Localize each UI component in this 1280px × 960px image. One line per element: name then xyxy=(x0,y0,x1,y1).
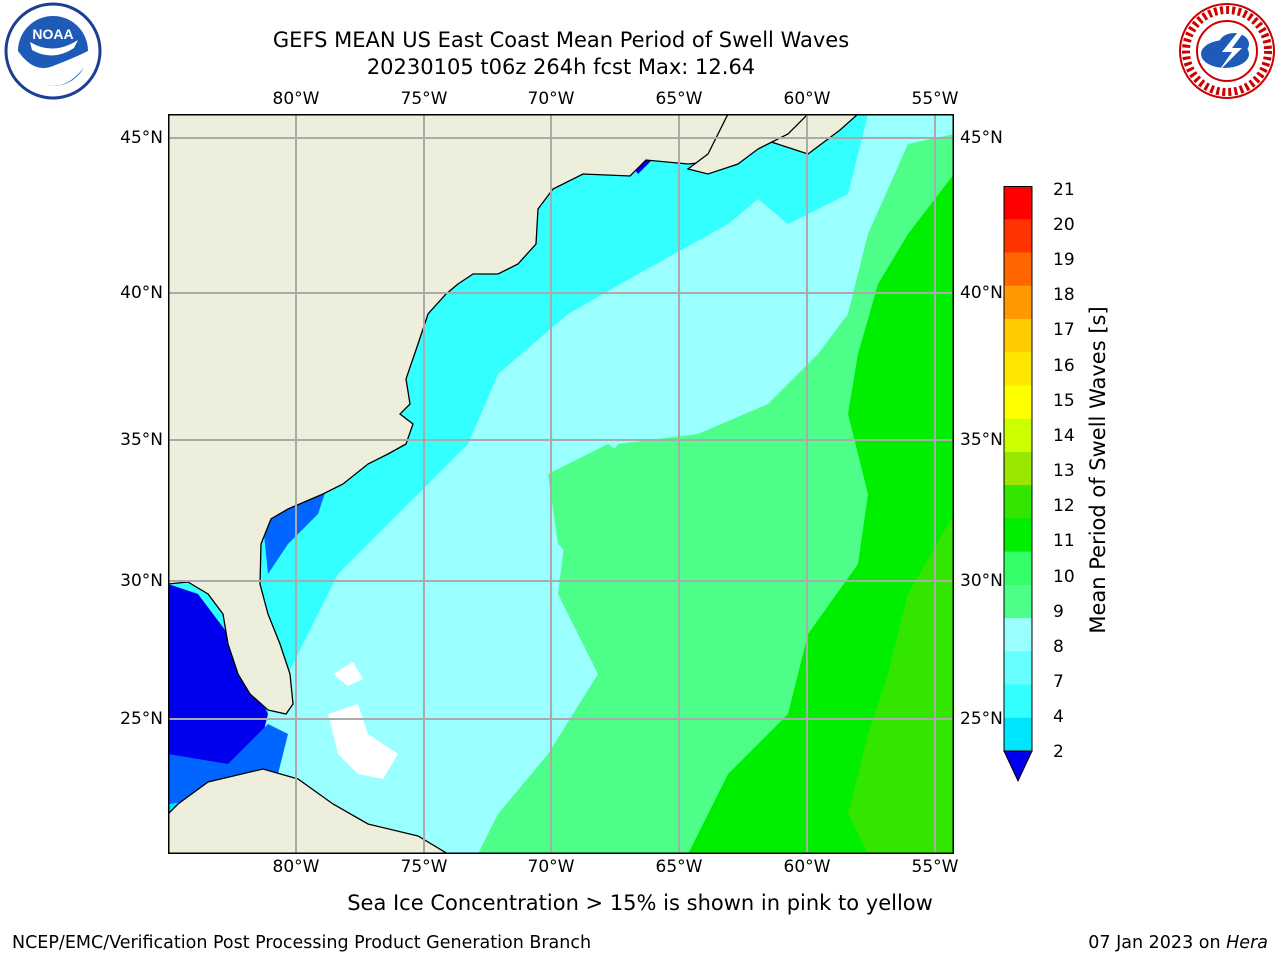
footer-date: 07 Jan 2023 on xyxy=(1088,933,1227,953)
lat-label-right: 40°N xyxy=(960,283,1003,303)
lat-label-left: 25°N xyxy=(120,709,163,729)
colorbar-band xyxy=(1004,252,1032,287)
cuba-land xyxy=(168,768,450,854)
colorbar-frame xyxy=(1003,186,1033,752)
lon-label-top: 55°W xyxy=(911,89,959,109)
colorbar-band xyxy=(1004,551,1032,586)
footer-right: 07 Jan 2023 on Hera xyxy=(1088,933,1268,953)
noaa-logo: NOAA xyxy=(2,2,104,100)
chart-subtitle: 20230105 t06z 264h fcst Max: 12.64 xyxy=(366,55,756,79)
lat-label-right: 30°N xyxy=(960,571,1003,591)
lat-label-left: 45°N xyxy=(120,128,163,148)
lat-label-left: 40°N xyxy=(120,283,163,303)
nws-logo xyxy=(1176,2,1278,100)
lat-label-right: 45°N xyxy=(960,128,1003,148)
sea-ice-note: Sea Ice Concentration > 15% is shown in … xyxy=(347,891,933,915)
lon-label-bottom: 55°W xyxy=(911,857,959,877)
bahamas xyxy=(328,704,398,779)
swell-period-map xyxy=(168,114,954,854)
lon-label-top: 80°W xyxy=(272,89,320,109)
colorbar-band xyxy=(1004,717,1032,752)
colorbar-band xyxy=(1004,285,1032,320)
colorbar-band xyxy=(1004,352,1032,386)
chart-title: GEFS MEAN US East Coast Mean Period of S… xyxy=(272,28,850,52)
lon-label-top: 70°W xyxy=(527,89,575,109)
colorbar-band xyxy=(1004,584,1032,619)
colorbar-band xyxy=(1004,485,1032,519)
colorbar-label: 10 xyxy=(1053,567,1075,587)
lon-label-top: 75°W xyxy=(400,89,448,109)
colorbar-label: 8 xyxy=(1053,637,1064,657)
colorbar-band xyxy=(1004,618,1032,652)
graticule xyxy=(168,114,954,854)
colorbar-label: 11 xyxy=(1053,531,1075,551)
colorbar-extend-arrow xyxy=(1003,750,1033,783)
colorbar-band xyxy=(1004,684,1032,719)
gulf xyxy=(168,584,268,784)
lon-label-bottom: 60°W xyxy=(783,857,831,877)
colorbar-label: 13 xyxy=(1053,461,1075,481)
colorbar-title: Mean Period of Swell Waves [s] xyxy=(1086,306,1110,634)
colorbar-label: 14 xyxy=(1053,426,1075,446)
lon-label-bottom: 70°W xyxy=(527,857,575,877)
colorbar-band xyxy=(1004,186,1032,220)
colorbar-band xyxy=(1004,418,1032,453)
colorbar-label: 18 xyxy=(1053,285,1075,305)
colorbar-label: 15 xyxy=(1053,391,1075,411)
colorbar-band xyxy=(1004,385,1032,420)
colorbar-label: 4 xyxy=(1053,707,1064,727)
colorbar-label: 16 xyxy=(1053,356,1075,376)
colorbar-band xyxy=(1004,451,1032,486)
canada-land xyxy=(686,114,809,175)
colorbar-label: 12 xyxy=(1053,496,1075,516)
colorbar-band xyxy=(1004,318,1032,353)
ocean-longest-2 xyxy=(848,514,954,854)
lat-label-right: 35°N xyxy=(960,430,1003,450)
lon-label-bottom: 75°W xyxy=(400,857,448,877)
bahamas-2 xyxy=(333,662,363,686)
noaa-logo-text: NOAA xyxy=(32,26,73,42)
colorbar-label: 20 xyxy=(1053,215,1075,235)
footer-left: NCEP/EMC/Verification Post Processing Pr… xyxy=(12,933,592,953)
colorbar-band xyxy=(1004,651,1032,686)
colorbar-band xyxy=(1004,219,1032,253)
colorbar xyxy=(1000,186,1036,786)
colorbar-label: 21 xyxy=(1053,180,1075,200)
colorbar-label: 19 xyxy=(1053,250,1075,270)
colorbar-label: 7 xyxy=(1053,672,1064,692)
lon-label-bottom: 65°W xyxy=(655,857,703,877)
ocean-long-2 xyxy=(548,444,648,574)
lat-label-left: 30°N xyxy=(120,571,163,591)
lat-label-right: 25°N xyxy=(960,709,1003,729)
lon-label-top: 65°W xyxy=(655,89,703,109)
footer-machine: Hera xyxy=(1226,933,1268,953)
lon-label-bottom: 80°W xyxy=(272,857,320,877)
colorbar-label: 2 xyxy=(1053,742,1064,762)
lon-label-top: 60°W xyxy=(783,89,831,109)
colorbar-band xyxy=(1004,518,1032,553)
colorbar-label: 9 xyxy=(1053,602,1064,622)
lat-label-left: 35°N xyxy=(120,430,163,450)
colorbar-label: 17 xyxy=(1053,320,1075,340)
us-land xyxy=(168,114,859,715)
